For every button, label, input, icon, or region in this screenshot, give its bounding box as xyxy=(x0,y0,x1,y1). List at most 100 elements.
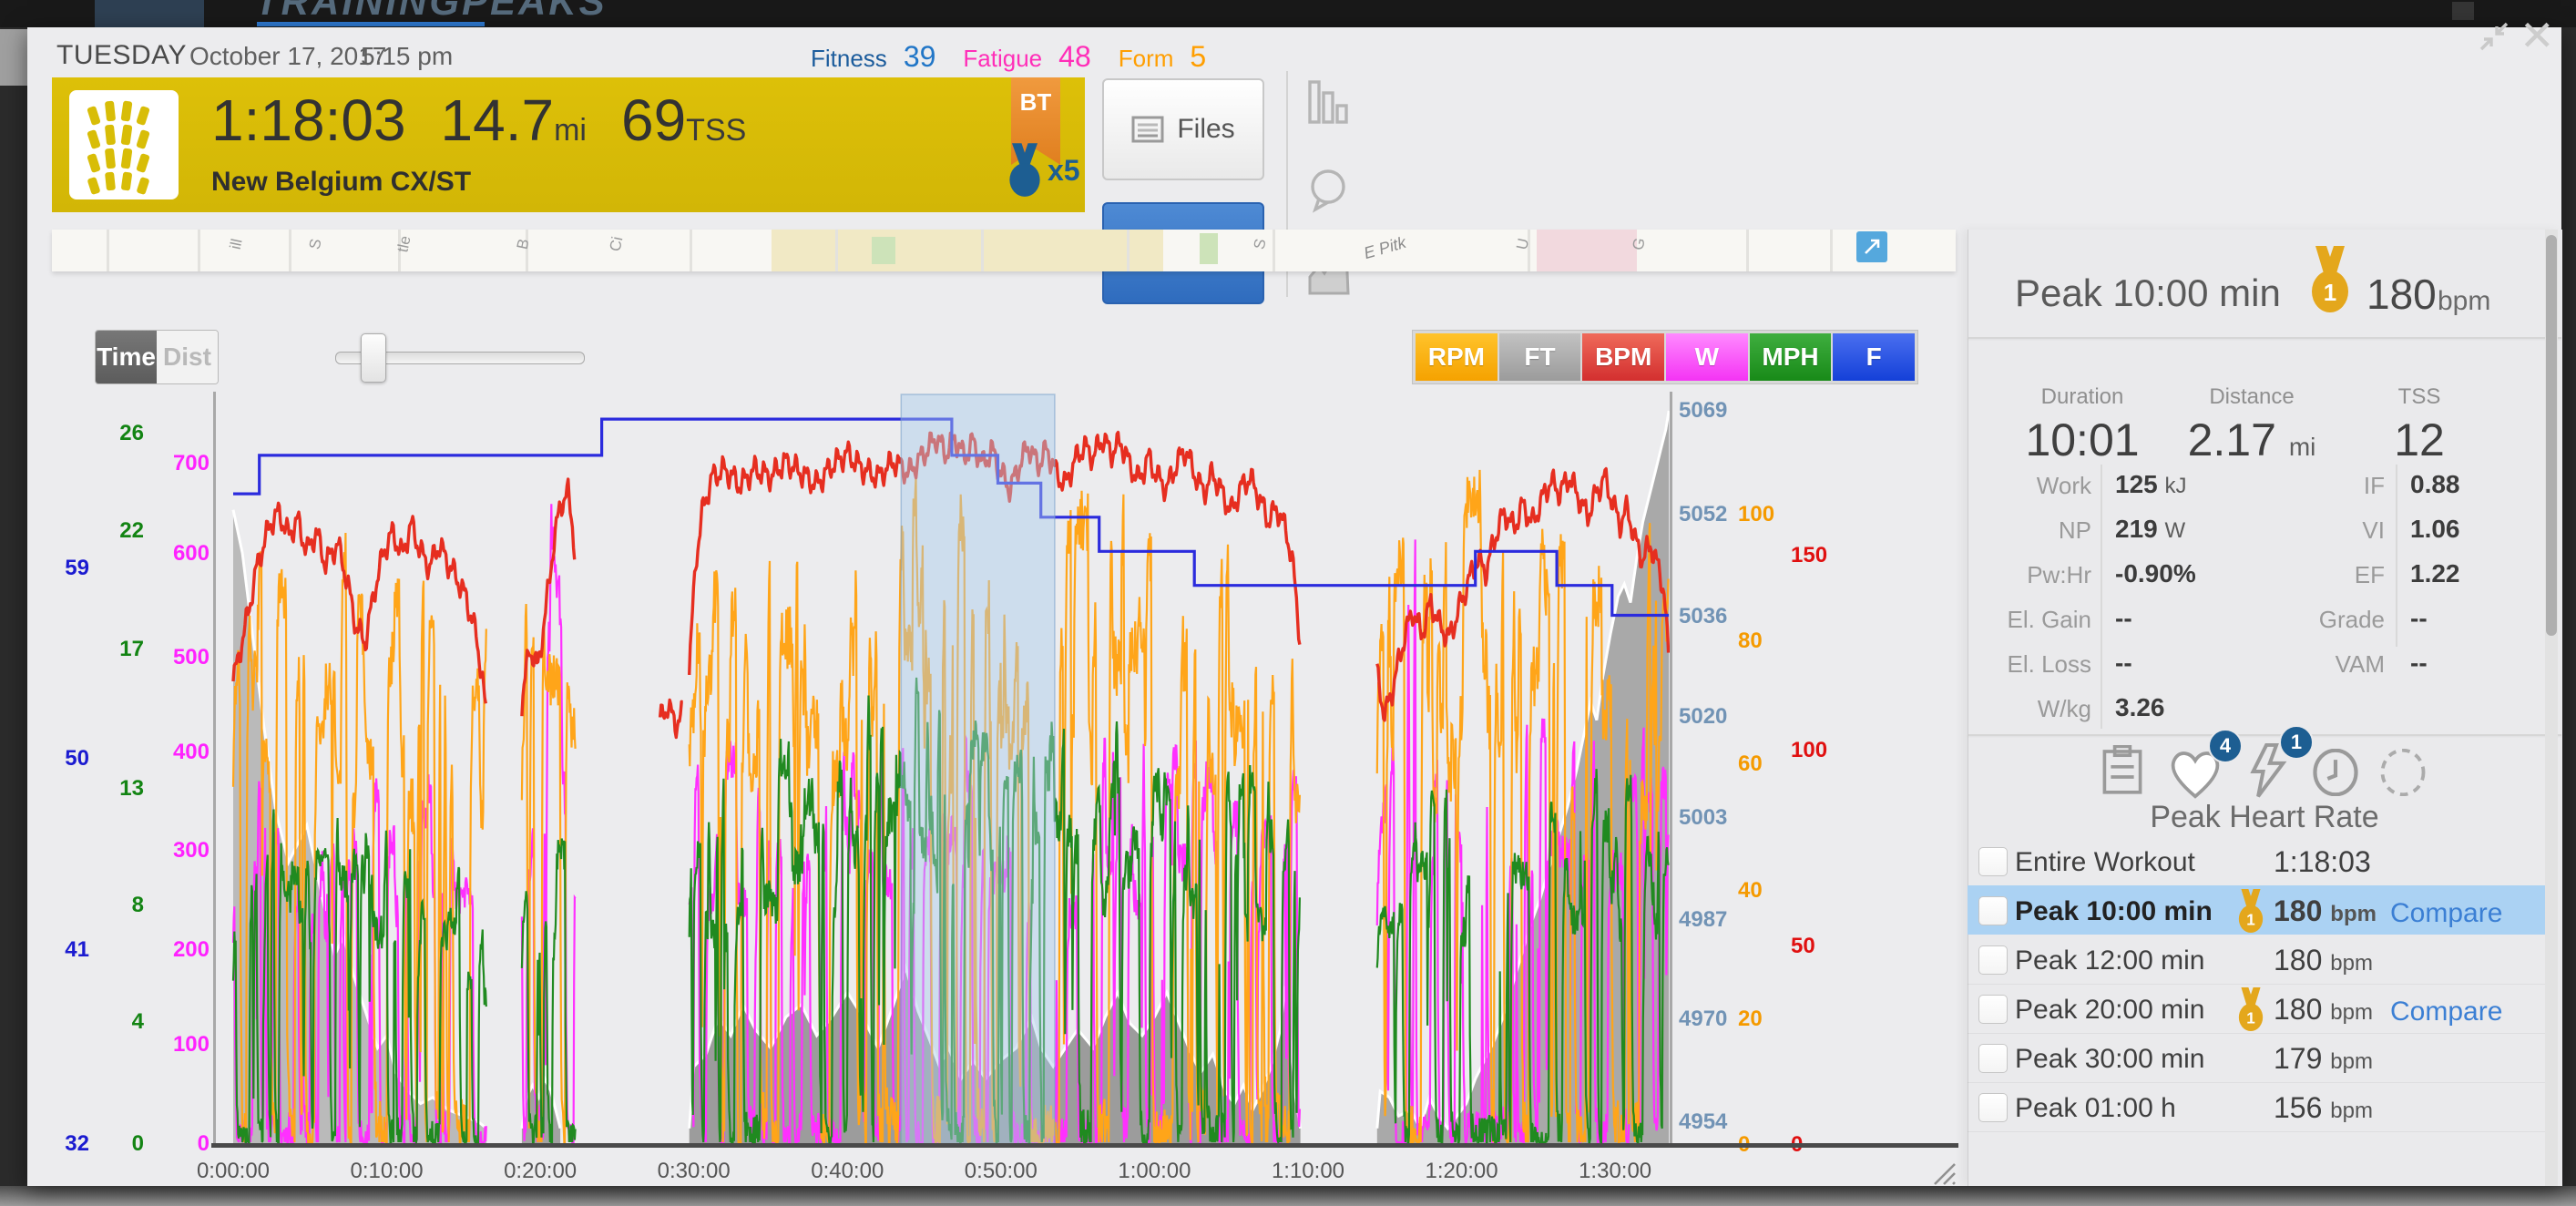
time-tab-icon[interactable] xyxy=(2312,749,2359,796)
legend-bpm-button[interactable]: BPM xyxy=(1582,333,1665,381)
stat-value: -- xyxy=(2410,604,2428,632)
axis-tick-elev: 5052 xyxy=(1679,502,1728,526)
peak-row-entire-workout[interactable]: Entire Workout 1:18:03 xyxy=(1968,836,2545,886)
map-street-label: ill xyxy=(226,237,246,251)
workout-date: October 17, 2017 xyxy=(189,42,387,70)
heart-rate-badge: 4 xyxy=(2208,729,2243,763)
workout-graph[interactable] xyxy=(211,390,1674,1148)
map-street-label: Ci xyxy=(606,235,627,253)
axis-tick-elev: 5020 xyxy=(1679,704,1728,729)
toggle-time[interactable]: Time xyxy=(96,331,157,383)
map-road xyxy=(107,230,109,271)
close-icon[interactable]: ✕ xyxy=(2520,12,2555,59)
axis-tick-f: 32 xyxy=(65,1131,89,1156)
peak-row-1h[interactable]: Peak 01:00 h 156 bpm xyxy=(1968,1082,2545,1132)
legend-mph-button[interactable]: MPH xyxy=(1749,333,1832,381)
series-legend: RPM FT BPM W MPH F xyxy=(1412,330,1918,384)
form-label: Form xyxy=(1118,45,1174,72)
banner-duration: 1:18:03 xyxy=(211,87,406,153)
stat-value: 1.22 xyxy=(2410,559,2460,588)
resize-grip[interactable] xyxy=(1929,1159,1957,1186)
map-street-label: S xyxy=(305,237,325,251)
divider xyxy=(2101,465,2102,729)
heart-rate-tab-icon[interactable] xyxy=(2168,749,2223,800)
x-axis-tick: 0:00:00 xyxy=(196,1159,271,1183)
plot-right-border xyxy=(1670,392,1672,1146)
axis-tick-elev: 4970 xyxy=(1679,1007,1728,1031)
legend-w-button[interactable]: W xyxy=(1666,333,1748,381)
notes-tab-icon[interactable] xyxy=(2101,745,2144,796)
checkbox[interactable] xyxy=(1978,896,2008,925)
checkbox[interactable] xyxy=(1978,1044,2008,1073)
stat-label: IF xyxy=(2363,472,2385,499)
stat-label: VAM xyxy=(2335,650,2385,678)
selection-band xyxy=(900,393,1056,1147)
axis-tick-elev: 5069 xyxy=(1679,398,1728,423)
fatigue-label: Fatigue xyxy=(963,45,1043,72)
legend-ft-button[interactable]: FT xyxy=(1498,333,1581,381)
power-badge: 1 xyxy=(2279,725,2314,760)
axis-tick-bpm: 100 xyxy=(1791,738,1828,762)
gold-medal-icon: 1 xyxy=(2238,987,2264,1032)
x-axis-mode-toggle: Time Dist xyxy=(95,330,219,384)
fitness-metrics: Fitness 39 Fatigue 48 Form 5 xyxy=(811,40,1222,74)
app-logo-text: TRAININGPEAKS xyxy=(255,0,608,23)
chart-view-icon[interactable] xyxy=(1306,78,1350,129)
zoom-slider-handle[interactable] xyxy=(361,333,386,383)
gold-medal-icon: 1 xyxy=(2238,889,2264,934)
map-road xyxy=(398,230,401,271)
axis-tick-elev: 5036 xyxy=(1679,604,1728,629)
checkbox[interactable] xyxy=(1978,995,2008,1024)
medal-count-icon xyxy=(1009,143,1040,197)
axis-tick-w: 500 xyxy=(172,645,210,669)
axis-tick-mph: 17 xyxy=(119,637,144,661)
axis-tick-rpm: 100 xyxy=(1738,502,1775,526)
axis-tick-rpm: 80 xyxy=(1738,629,1763,653)
fatigue-value: 48 xyxy=(1058,40,1091,73)
x-axis-tick: 1:00:00 xyxy=(1118,1159,1191,1183)
map-park xyxy=(1200,233,1218,264)
checkbox[interactable] xyxy=(1978,1093,2008,1122)
banner-tss-unit: TSS xyxy=(686,113,747,148)
collapse-icon[interactable] xyxy=(2478,20,2510,53)
divider xyxy=(2396,465,2397,647)
peak-row-20min[interactable]: Peak 20:00 min 1 180 bpm Compare xyxy=(1968,984,2545,1034)
peak-row-30min[interactable]: Peak 30:00 min 179 bpm xyxy=(1968,1033,2545,1083)
map-road xyxy=(981,230,984,271)
map-area xyxy=(1537,230,1637,271)
axis-tick-w: 700 xyxy=(172,451,210,475)
checkbox[interactable] xyxy=(1978,847,2008,876)
axis-tick-mph: 13 xyxy=(119,776,144,801)
compare-link[interactable]: Compare xyxy=(2390,996,2503,1027)
workout-banner[interactable]: 1:18:03 14.7 mi 69 TSS New Belgium CX/ST… xyxy=(52,77,1085,212)
toggle-dist[interactable]: Dist xyxy=(157,331,218,383)
peak-detail-panel xyxy=(1968,230,2562,1186)
files-button[interactable]: Files xyxy=(1102,78,1264,180)
compare-link[interactable]: Compare xyxy=(2390,898,2503,928)
map-road xyxy=(1528,230,1530,271)
map-road xyxy=(1127,230,1130,271)
page-left-scrollbar[interactable] xyxy=(0,29,27,86)
power-tab-icon[interactable] xyxy=(2246,743,2290,800)
axis-tick-w: 300 xyxy=(172,838,210,863)
map-street-label: tle xyxy=(394,234,414,254)
legend-f-button[interactable]: F xyxy=(1833,333,1916,381)
comments-icon[interactable] xyxy=(1306,168,1350,213)
panel-scrollbar-thumb[interactable] xyxy=(2546,235,2557,636)
axis-tick-rpm: 40 xyxy=(1738,878,1763,903)
checkbox[interactable] xyxy=(1978,945,2008,975)
stat-value: 0.88 xyxy=(2410,470,2460,498)
map-road xyxy=(1746,230,1749,271)
peak-row-12min[interactable]: Peak 12:00 min 180 bpm xyxy=(1968,935,2545,985)
banner-tss: 69 xyxy=(620,87,687,153)
zoom-slider-track[interactable] xyxy=(335,352,585,364)
other-tab-icon[interactable] xyxy=(2379,749,2427,796)
map-road xyxy=(690,230,692,271)
legend-rpm-button[interactable]: RPM xyxy=(1416,333,1498,381)
map-expand-button[interactable] xyxy=(1856,231,1887,262)
svg-text:1: 1 xyxy=(2246,1009,2255,1027)
peak-row-10min-selected[interactable]: Peak 10:00 min 1 180 bpm Compare xyxy=(1968,885,2545,935)
app-nav-block xyxy=(95,0,204,27)
summary-distance: Distance 2.17 mi xyxy=(2187,384,2316,465)
